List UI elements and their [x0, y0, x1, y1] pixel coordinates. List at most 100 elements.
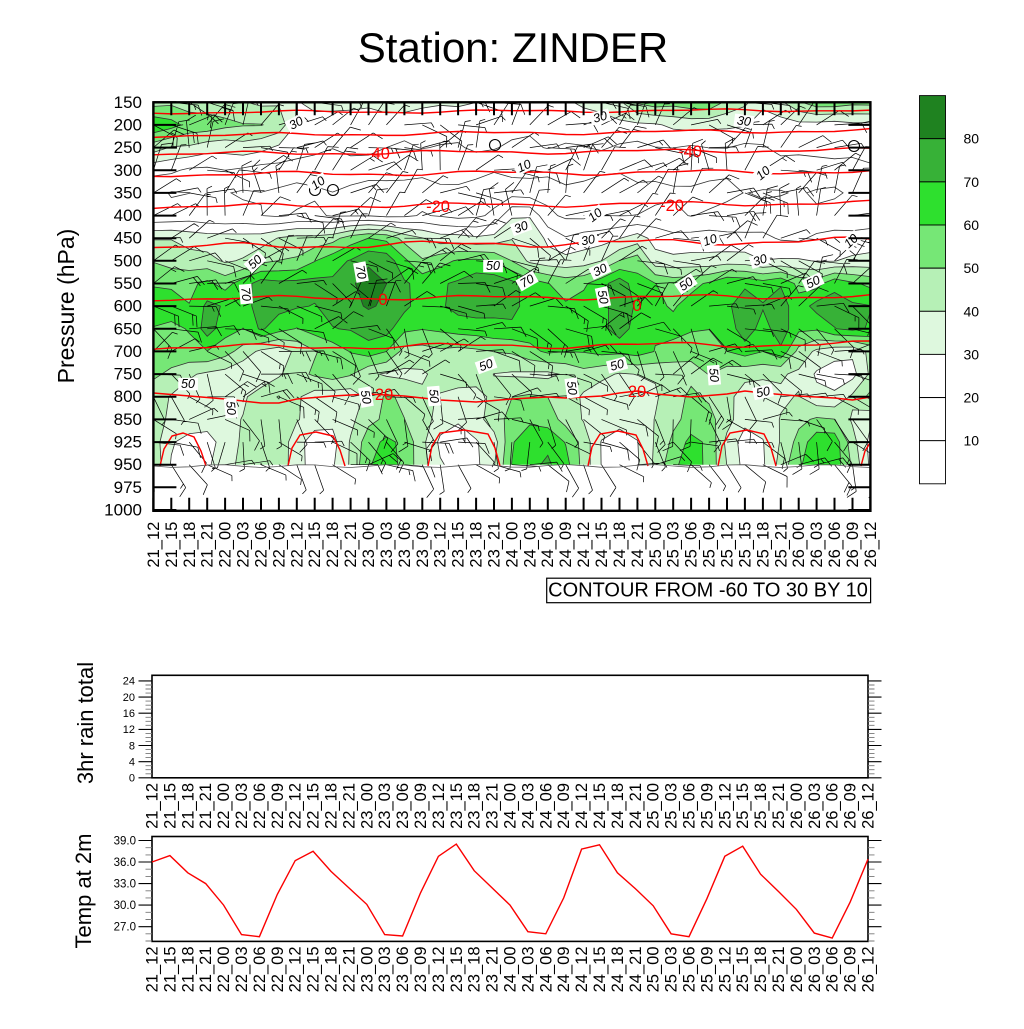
svg-text:22_15: 22_15: [306, 522, 324, 568]
svg-text:23_21: 23_21: [484, 947, 502, 993]
svg-text:24_15: 24_15: [593, 522, 611, 568]
svg-text:22_00: 22_00: [215, 947, 233, 993]
svg-text:25_03: 25_03: [665, 522, 683, 568]
svg-text:25_09: 25_09: [698, 783, 716, 829]
svg-text:23_03: 23_03: [376, 947, 394, 993]
svg-text:24_06: 24_06: [537, 783, 555, 829]
svg-text:10: 10: [585, 205, 605, 225]
svg-text:Pressure (hPa): Pressure (hPa): [53, 229, 79, 384]
svg-text:21_18: 21_18: [181, 522, 199, 568]
svg-text:30: 30: [287, 114, 306, 133]
svg-text:33.0: 33.0: [114, 878, 136, 890]
svg-text:20: 20: [375, 386, 393, 404]
svg-text:21_15: 21_15: [163, 522, 181, 568]
svg-text:50: 50: [181, 377, 195, 391]
svg-text:22_15: 22_15: [305, 783, 323, 829]
svg-text:50: 50: [223, 400, 238, 415]
svg-text:Station: ZINDER: Station: ZINDER: [358, 24, 668, 71]
svg-text:23_00: 23_00: [358, 947, 376, 993]
svg-text:26_03: 26_03: [806, 783, 824, 829]
svg-text:21_21: 21_21: [197, 947, 215, 993]
svg-text:24_09: 24_09: [555, 783, 573, 829]
svg-text:24_12: 24_12: [575, 522, 593, 568]
svg-text:23_15: 23_15: [448, 947, 466, 993]
svg-text:925: 925: [114, 433, 142, 452]
svg-text:22_00: 22_00: [215, 783, 233, 829]
svg-text:70: 70: [353, 264, 369, 280]
svg-text:25_12: 25_12: [716, 947, 734, 993]
svg-text:30: 30: [591, 261, 610, 280]
svg-text:25_09: 25_09: [698, 947, 716, 993]
svg-text:24_00: 24_00: [502, 947, 520, 993]
svg-text:36.0: 36.0: [114, 857, 136, 869]
svg-text:30: 30: [964, 346, 980, 362]
svg-text:24_18: 24_18: [609, 947, 627, 993]
svg-text:23_09: 23_09: [412, 947, 430, 993]
svg-text:20: 20: [628, 383, 646, 401]
svg-text:22_09: 22_09: [270, 522, 288, 568]
svg-text:0: 0: [632, 297, 641, 315]
svg-text:25_00: 25_00: [645, 783, 663, 829]
svg-text:23_18: 23_18: [466, 783, 484, 829]
svg-text:50: 50: [706, 367, 721, 382]
svg-text:10: 10: [964, 433, 980, 449]
svg-text:22_06: 22_06: [251, 783, 269, 829]
svg-text:-40: -40: [366, 145, 390, 163]
svg-text:21_21: 21_21: [197, 783, 215, 829]
svg-text:22_21: 22_21: [340, 783, 358, 829]
svg-text:20: 20: [123, 692, 135, 704]
svg-text:25_00: 25_00: [647, 522, 665, 568]
svg-text:23_03: 23_03: [378, 522, 396, 568]
svg-text:24_06: 24_06: [537, 947, 555, 993]
svg-text:23_06: 23_06: [394, 783, 412, 829]
svg-text:21_18: 21_18: [179, 783, 197, 829]
svg-text:25_00: 25_00: [645, 947, 663, 993]
svg-text:700: 700: [114, 342, 142, 361]
svg-text:21_15: 21_15: [161, 947, 179, 993]
svg-text:23_06: 23_06: [396, 522, 414, 568]
svg-text:22_00: 22_00: [217, 522, 235, 568]
svg-text:-20: -20: [660, 197, 684, 215]
svg-text:30.0: 30.0: [114, 900, 136, 912]
svg-text:1000: 1000: [104, 501, 142, 520]
svg-text:30: 30: [736, 113, 752, 129]
svg-text:400: 400: [114, 206, 142, 225]
svg-text:23_18: 23_18: [466, 947, 484, 993]
svg-text:24_03: 24_03: [519, 783, 537, 829]
svg-text:21_12: 21_12: [144, 783, 162, 829]
svg-text:25_18: 25_18: [752, 947, 770, 993]
svg-text:50: 50: [486, 259, 500, 273]
svg-text:200: 200: [114, 115, 142, 134]
svg-text:22_03: 22_03: [233, 783, 251, 829]
svg-text:23_09: 23_09: [414, 522, 432, 568]
svg-text:23_12: 23_12: [430, 783, 448, 829]
svg-text:23_21: 23_21: [486, 522, 504, 568]
svg-text:22_09: 22_09: [269, 783, 287, 829]
svg-text:22_21: 22_21: [340, 947, 358, 993]
svg-text:25_21: 25_21: [770, 947, 788, 993]
svg-text:24_15: 24_15: [591, 947, 609, 993]
svg-text:30: 30: [592, 109, 609, 126]
svg-text:26_09: 26_09: [842, 947, 860, 993]
svg-text:22_06: 22_06: [253, 522, 271, 568]
svg-text:27.0: 27.0: [114, 922, 136, 934]
svg-text:-20: -20: [426, 198, 450, 216]
svg-text:26_00: 26_00: [790, 522, 808, 568]
svg-text:24_09: 24_09: [555, 947, 573, 993]
svg-text:50: 50: [964, 260, 980, 276]
svg-text:70: 70: [964, 174, 980, 190]
svg-text:60: 60: [964, 217, 980, 233]
svg-text:24_03: 24_03: [519, 947, 537, 993]
svg-text:24_18: 24_18: [611, 522, 629, 568]
svg-text:23_21: 23_21: [484, 783, 502, 829]
svg-text:24_12: 24_12: [573, 783, 591, 829]
svg-text:25_18: 25_18: [754, 522, 772, 568]
svg-text:50: 50: [804, 273, 823, 292]
svg-text:16: 16: [123, 708, 135, 720]
svg-text:50: 50: [426, 388, 441, 403]
svg-text:25_21: 25_21: [772, 522, 790, 568]
svg-text:10: 10: [515, 157, 534, 176]
svg-text:8: 8: [129, 740, 135, 752]
svg-text:24_09: 24_09: [557, 522, 575, 568]
svg-text:23_00: 23_00: [358, 783, 376, 829]
